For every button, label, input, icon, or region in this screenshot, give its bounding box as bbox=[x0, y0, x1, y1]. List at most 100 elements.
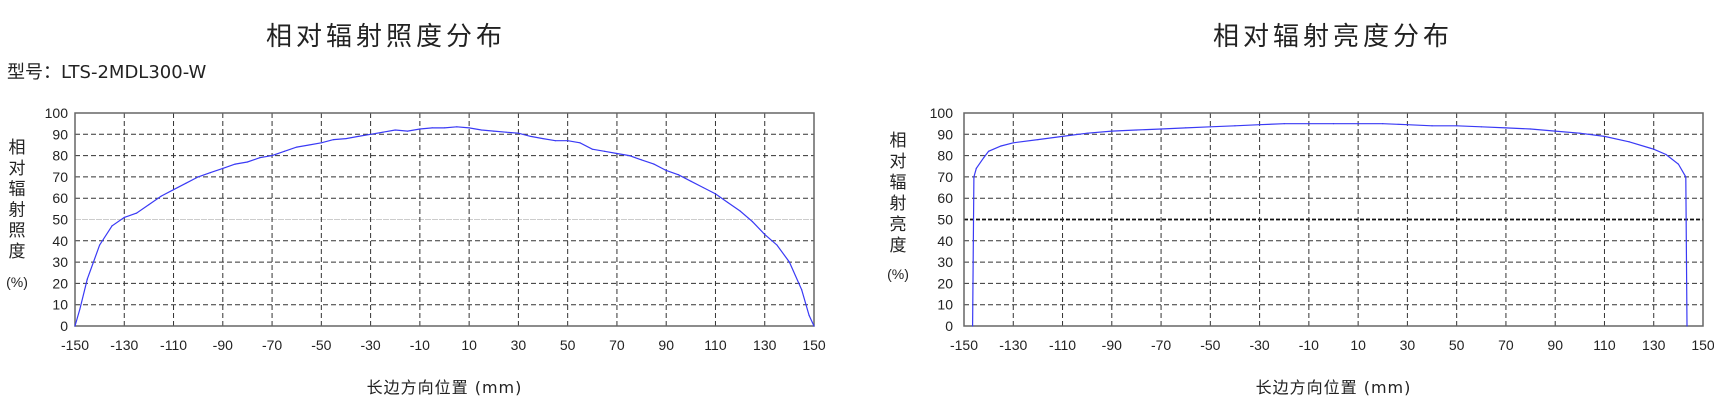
data-point bbox=[222, 167, 224, 169]
data-point bbox=[1283, 123, 1285, 125]
chart-title: 相对辐射亮度分布 bbox=[1213, 22, 1453, 52]
x-tick-label: -30 bbox=[360, 337, 380, 353]
x-tick-label: 90 bbox=[1547, 337, 1563, 353]
y-tick-label: 30 bbox=[52, 254, 68, 270]
x-tick-label: -110 bbox=[160, 337, 187, 353]
data-point bbox=[665, 169, 667, 172]
x-tick-label: -10 bbox=[1299, 337, 1319, 353]
data-point bbox=[1185, 127, 1187, 129]
data-point bbox=[1579, 132, 1581, 134]
data-point bbox=[677, 174, 680, 176]
y-tick-label: 90 bbox=[52, 126, 68, 142]
data-point bbox=[788, 261, 790, 263]
data-line bbox=[74, 126, 815, 327]
data-point bbox=[308, 144, 310, 146]
data-point bbox=[988, 150, 990, 152]
x-tick-label: -110 bbox=[1049, 337, 1076, 353]
data-point bbox=[542, 137, 544, 140]
data-point bbox=[123, 216, 125, 218]
data-point bbox=[1456, 125, 1458, 127]
plot-frame bbox=[74, 112, 815, 327]
data-point bbox=[493, 130, 495, 132]
data-point bbox=[296, 146, 298, 148]
y-tick-label: 0 bbox=[60, 318, 68, 334]
data-point bbox=[1037, 139, 1039, 141]
x-tick-label: 30 bbox=[1400, 337, 1416, 353]
data-point bbox=[714, 193, 717, 195]
y-tick-label: 40 bbox=[52, 233, 68, 249]
y-tick-label: 10 bbox=[52, 297, 68, 313]
data-point bbox=[973, 176, 975, 178]
data-point bbox=[86, 278, 88, 280]
data-point bbox=[1382, 123, 1384, 125]
x-tick-label: -150 bbox=[950, 337, 978, 353]
y-tick-label: 20 bbox=[937, 275, 953, 291]
data-point bbox=[443, 127, 446, 129]
y-tick-label: 20 bbox=[52, 275, 68, 291]
data-point bbox=[1665, 153, 1667, 156]
data-point bbox=[975, 167, 977, 169]
y-tick-label: 80 bbox=[937, 148, 953, 164]
data-point bbox=[320, 142, 322, 144]
data-point bbox=[333, 139, 335, 141]
x-tick-label: 150 bbox=[1691, 337, 1714, 353]
y-axis-label-char: 辐 bbox=[9, 180, 26, 200]
y-axis-label-char: 度 bbox=[9, 242, 26, 262]
y-tick-label: 70 bbox=[52, 169, 68, 185]
data-point bbox=[99, 244, 101, 246]
data-point bbox=[1480, 126, 1482, 128]
x-tick-label: 130 bbox=[753, 337, 777, 353]
data-point bbox=[801, 289, 803, 291]
x-tick-label: -130 bbox=[110, 337, 138, 353]
data-point bbox=[739, 210, 741, 212]
y-tick-label: 50 bbox=[52, 212, 68, 228]
data-point bbox=[394, 129, 396, 131]
data-point bbox=[530, 135, 532, 138]
data-point bbox=[148, 203, 150, 206]
x-tick-label: 150 bbox=[802, 337, 826, 353]
data-point bbox=[591, 148, 593, 150]
data-point bbox=[370, 133, 372, 135]
x-tick-label: -50 bbox=[311, 337, 331, 353]
x-axis-label: 长边方向位置 (mm) bbox=[1256, 378, 1412, 397]
x-tick-label: -130 bbox=[999, 337, 1027, 353]
y-tick-label: 70 bbox=[937, 169, 953, 185]
data-point bbox=[246, 161, 249, 163]
data-point bbox=[1406, 124, 1408, 126]
data-point bbox=[271, 155, 273, 157]
x-tick-label: 90 bbox=[658, 337, 674, 353]
data-point bbox=[197, 176, 199, 178]
data-point bbox=[135, 212, 138, 214]
x-tick-label: -90 bbox=[213, 337, 233, 353]
y-tick-label: 0 bbox=[945, 318, 953, 334]
x-tick-label: -70 bbox=[262, 337, 282, 353]
model-label: 型号：LTS-2MDL300-W bbox=[7, 62, 206, 83]
y-tick-label: 40 bbox=[937, 233, 953, 249]
data-point bbox=[1308, 123, 1310, 125]
y-tick-label: 90 bbox=[937, 126, 953, 142]
data-point bbox=[1012, 142, 1014, 144]
data-point bbox=[1685, 176, 1687, 178]
data-point bbox=[468, 127, 470, 129]
data-point bbox=[640, 159, 643, 161]
data-point bbox=[79, 308, 81, 310]
data-point bbox=[406, 130, 409, 132]
data-point bbox=[357, 135, 359, 138]
data-point bbox=[751, 221, 754, 223]
y-tick-label: 80 bbox=[52, 148, 68, 164]
y-tick-label: 50 bbox=[937, 212, 953, 228]
data-point bbox=[616, 152, 618, 155]
data-point bbox=[1653, 148, 1655, 150]
y-axis-label-char: 对 bbox=[9, 159, 26, 179]
x-tick-label: 110 bbox=[704, 337, 727, 353]
data-point bbox=[283, 150, 285, 152]
x-tick-label: 110 bbox=[1593, 337, 1616, 353]
data-point bbox=[690, 180, 692, 182]
chart-title: 相对辐射照度分布 bbox=[266, 22, 506, 52]
data-point bbox=[764, 233, 766, 236]
x-tick-label: 70 bbox=[1498, 337, 1514, 353]
x-tick-label: -10 bbox=[410, 337, 430, 353]
radiance-chart: 相对辐射亮度分布 0 10 20 30 40 50 60 70 80 90 100 -150 -130 -1… bbox=[887, 22, 1714, 397]
y-axis-label-char: 照 bbox=[9, 221, 26, 241]
